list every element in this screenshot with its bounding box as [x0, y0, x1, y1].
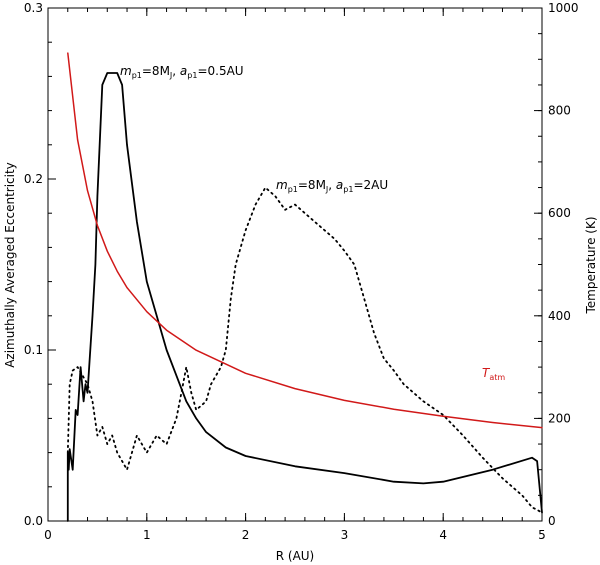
annot-dotted-m-val: =8M: [298, 178, 326, 192]
annot-dotted-a-sub: p1: [343, 185, 353, 194]
x-tick-label: 5: [538, 528, 546, 542]
x-tick-label: 1: [143, 528, 151, 542]
annot-dotted-m-sub: p1: [288, 185, 298, 194]
annot-solid-m-val: =8M: [142, 64, 170, 78]
y-tick-label: 0.1: [24, 343, 43, 357]
y2-tick-label: 400: [548, 309, 571, 323]
y2-axis-title: Temperature (K): [584, 216, 598, 314]
annotation-temp: Tatm: [482, 366, 505, 382]
annotation-dotted: mp1=8MJ, ap1=2AU: [276, 178, 388, 194]
series-ecc-solid-line: [66, 72, 543, 522]
x-tick-label: 2: [242, 528, 250, 542]
annot-dotted-m: m: [276, 178, 288, 192]
annot-dotted-a-val: =2AU: [353, 178, 388, 192]
y2-tick-label: 600: [548, 206, 571, 220]
annot-solid-a-val: =0.5AU: [197, 64, 243, 78]
annot-dotted-a: a: [336, 178, 343, 192]
annot-temp-t: T: [482, 366, 491, 380]
x-axis-title: R (AU): [276, 549, 315, 563]
x-tick-label: 3: [341, 528, 349, 542]
x-tick-label: 0: [44, 528, 52, 542]
y2-tick-label: 800: [548, 104, 571, 118]
annot-solid-a-sub: p1: [187, 71, 197, 80]
annot-solid-sep: ,: [172, 64, 180, 78]
y-tick-label: 0.3: [24, 1, 43, 15]
annot-solid-m-sub: p1: [132, 71, 142, 80]
y-tick-label: 0.2: [24, 172, 43, 186]
series-ecc-dotted-line: [66, 186, 543, 514]
y-axis-title: Azimuthally Averaged Eccentricity: [3, 162, 17, 368]
annotation-solid: mp1=8MJ, ap1=0.5AU: [120, 64, 244, 80]
y-tick-label: 0.0: [24, 514, 43, 528]
x-tick-label: 4: [439, 528, 447, 542]
series-temperature-line: [67, 52, 543, 429]
annot-solid-m: m: [120, 64, 132, 78]
y2-tick-label: 1000: [548, 1, 579, 15]
y2-tick-label: 200: [548, 411, 571, 425]
annot-solid-m-val-sub: J: [169, 71, 172, 80]
annot-dotted-m-val-sub: J: [325, 185, 328, 194]
annot-solid-a: a: [180, 64, 187, 78]
annot-dotted-sep: ,: [328, 178, 336, 192]
y2-tick-label: 0: [548, 514, 556, 528]
annot-temp-sub: atm: [489, 373, 505, 382]
